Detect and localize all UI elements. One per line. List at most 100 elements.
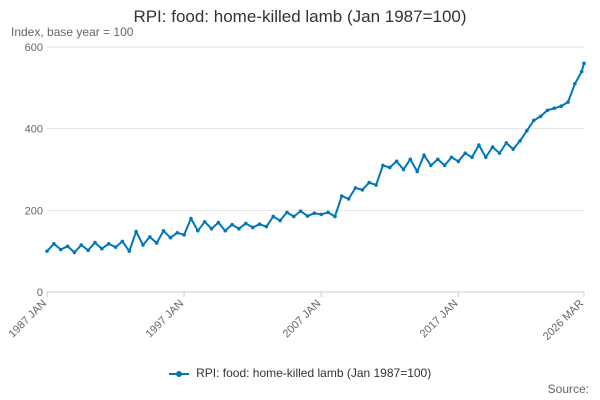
- data-point[interactable]: [531, 118, 536, 123]
- source-label: Source:: [547, 382, 589, 396]
- data-point[interactable]: [470, 155, 474, 160]
- data-point[interactable]: [566, 100, 570, 104]
- data-point[interactable]: [415, 169, 419, 174]
- data-point[interactable]: [134, 229, 138, 234]
- data-point[interactable]: [271, 214, 276, 219]
- data-point[interactable]: [573, 81, 577, 86]
- data-point[interactable]: [401, 167, 406, 172]
- x-tick-label: 2017 JAN: [418, 298, 461, 341]
- data-point[interactable]: [100, 246, 104, 251]
- x-tick-label: 2026 MAR: [541, 298, 586, 343]
- data-point[interactable]: [285, 210, 289, 215]
- data-point[interactable]: [525, 128, 529, 133]
- data-point[interactable]: [65, 244, 70, 249]
- legend-label: RPI: food: home-killed lamb (Jan 1987=10…: [196, 366, 432, 380]
- data-point[interactable]: [333, 214, 337, 219]
- data-point[interactable]: [408, 157, 413, 162]
- data-point[interactable]: [326, 210, 330, 215]
- data-point[interactable]: [58, 247, 63, 252]
- data-point[interactable]: [189, 216, 193, 221]
- data-point[interactable]: [86, 248, 90, 253]
- data-point[interactable]: [202, 219, 207, 224]
- data-point[interactable]: [79, 243, 84, 247]
- data-point[interactable]: [422, 153, 426, 158]
- data-point[interactable]: [442, 163, 447, 168]
- legend-line-marker-icon: [168, 369, 189, 379]
- data-point[interactable]: [223, 228, 228, 233]
- data-point[interactable]: [339, 194, 344, 198]
- data-point[interactable]: [291, 214, 296, 219]
- data-point[interactable]: [168, 235, 173, 240]
- data-point[interactable]: [93, 240, 97, 245]
- data-point[interactable]: [154, 241, 159, 245]
- data-point[interactable]: [257, 222, 262, 227]
- data-point[interactable]: [278, 218, 282, 223]
- data-point[interactable]: [305, 214, 310, 218]
- data-point[interactable]: [196, 228, 200, 233]
- data-point[interactable]: [353, 186, 358, 190]
- data-point[interactable]: [552, 106, 557, 111]
- data-point[interactable]: [175, 230, 180, 235]
- data-point[interactable]: [582, 61, 586, 66]
- series-group: [45, 61, 586, 255]
- data-point[interactable]: [360, 188, 365, 192]
- data-point[interactable]: [456, 159, 461, 164]
- data-point[interactable]: [518, 139, 522, 143]
- chart-title: RPI: food: home-killed lamb (Jan 1987=10…: [133, 7, 467, 26]
- data-point[interactable]: [463, 151, 467, 155]
- data-point[interactable]: [209, 226, 214, 231]
- data-point[interactable]: [148, 235, 152, 239]
- x-axis: 1987 JAN 1997 JAN 2007 JAN 2017 JAN 2026 MAR: [6, 292, 586, 343]
- data-point[interactable]: [374, 183, 378, 187]
- y-axis-label: Index, base year = 100: [11, 25, 134, 39]
- data-point[interactable]: [182, 233, 186, 237]
- x-tick-label: 1987 JAN: [6, 298, 49, 341]
- data-point[interactable]: [161, 228, 166, 233]
- data-point[interactable]: [113, 245, 118, 249]
- data-point[interactable]: [511, 147, 515, 151]
- data-point[interactable]: [237, 226, 241, 231]
- legend[interactable]: RPI: food: home-killed lamb (Jan 1987=10…: [0, 366, 600, 380]
- x-tick-label: 2007 JAN: [281, 298, 324, 341]
- data-point[interactable]: [346, 197, 351, 201]
- data-point[interactable]: [497, 151, 502, 155]
- data-point[interactable]: [141, 243, 145, 247]
- series-line: [46, 63, 585, 254]
- data-point[interactable]: [298, 209, 303, 213]
- data-point[interactable]: [367, 180, 372, 185]
- y-tick-label: 0: [37, 287, 43, 299]
- data-point[interactable]: [216, 220, 221, 225]
- data-point[interactable]: [264, 224, 269, 229]
- data-point[interactable]: [72, 250, 77, 255]
- grid-lines: [47, 46, 584, 293]
- data-point[interactable]: [538, 114, 543, 119]
- data-point[interactable]: [490, 145, 495, 149]
- data-point[interactable]: [230, 222, 234, 227]
- data-point[interactable]: [394, 159, 399, 164]
- data-point[interactable]: [449, 155, 454, 160]
- data-point[interactable]: [312, 211, 317, 215]
- data-point[interactable]: [52, 242, 56, 246]
- data-point[interactable]: [106, 242, 111, 246]
- data-point[interactable]: [579, 69, 584, 74]
- y-tick-label: 400: [25, 124, 43, 136]
- data-point[interactable]: [545, 108, 550, 113]
- x-tick-label: 1997 JAN: [144, 298, 187, 341]
- data-point[interactable]: [120, 239, 125, 244]
- data-point[interactable]: [504, 141, 509, 145]
- data-point[interactable]: [381, 163, 385, 168]
- data-point[interactable]: [244, 221, 248, 226]
- data-point[interactable]: [435, 157, 440, 162]
- data-point[interactable]: [127, 249, 132, 253]
- data-point[interactable]: [477, 143, 481, 147]
- y-axis-ticks: 0 200 400 600: [25, 42, 43, 299]
- data-point[interactable]: [45, 249, 49, 253]
- data-point[interactable]: [559, 104, 563, 109]
- data-point[interactable]: [429, 163, 433, 168]
- data-point[interactable]: [250, 225, 255, 230]
- data-point[interactable]: [319, 212, 324, 217]
- data-point[interactable]: [387, 165, 392, 170]
- data-point[interactable]: [483, 155, 488, 160]
- y-tick-label: 200: [25, 205, 43, 217]
